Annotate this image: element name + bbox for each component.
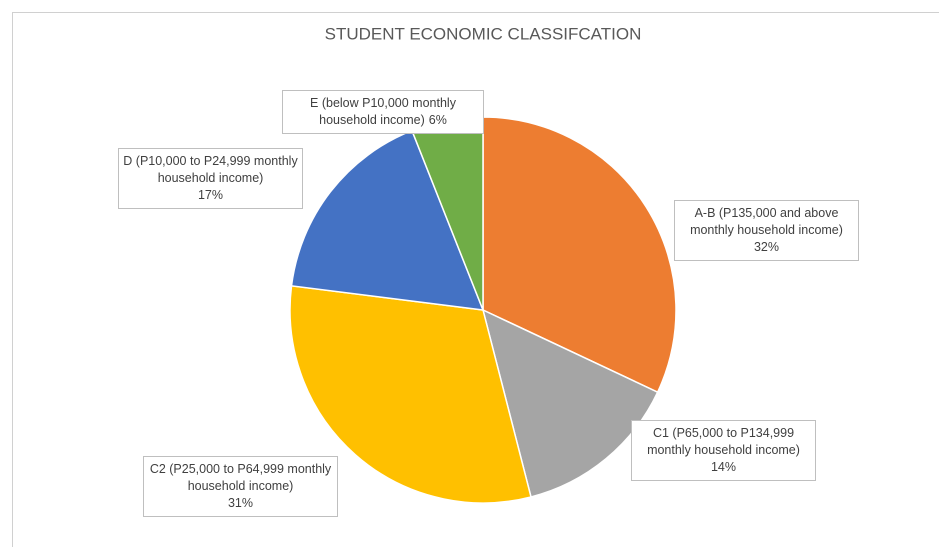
pie-slice — [482, 116, 677, 394]
value-label: 31% — [227, 496, 254, 510]
value-label: 14% — [710, 460, 737, 474]
data-label: E (below P10,000 monthly household incom… — [282, 90, 484, 134]
category-label: A-B (P135,000 and above monthly househol… — [690, 206, 843, 237]
pie-slice — [290, 129, 485, 311]
data-label: D (P10,000 to P24,999 monthly household … — [118, 148, 303, 209]
chart-title: STUDENT ECONOMIC CLASSIFCATION — [325, 24, 642, 43]
data-label: C2 (P25,000 to P64,999 monthly household… — [143, 456, 338, 517]
value-label: 17% — [197, 188, 224, 202]
value-label: 6% — [428, 113, 447, 127]
pie-slice — [289, 284, 532, 504]
category-label: C2 (P25,000 to P64,999 monthly household… — [149, 462, 332, 493]
data-label: C1 (P65,000 to P134,999 monthly househol… — [631, 420, 816, 481]
value-label: 32% — [753, 240, 780, 254]
category-label: C1 (P65,000 to P134,999 monthly househol… — [647, 426, 800, 457]
chart-border — [12, 12, 939, 547]
category-label: E (below P10,000 monthly household incom… — [310, 96, 456, 127]
category-label: D (P10,000 to P24,999 monthly household … — [123, 154, 298, 185]
data-label: A-B (P135,000 and above monthly househol… — [674, 200, 859, 261]
pie-slice — [481, 308, 659, 498]
